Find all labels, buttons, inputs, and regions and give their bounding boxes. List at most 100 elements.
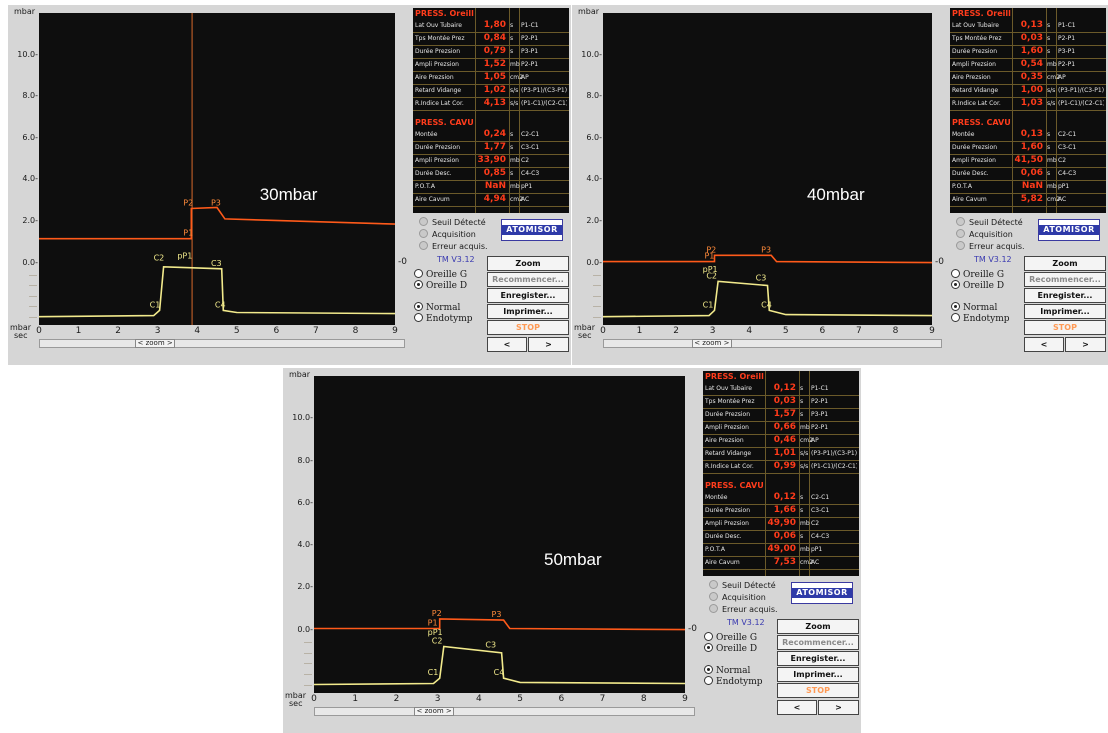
radio-ear-left[interactable]: Oreille G [414,269,467,280]
result-unit: s [510,48,514,55]
result-formula: P3-P1 [811,411,829,418]
stop-button[interactable]: STOP [1024,320,1106,335]
result-value: 0,06 [773,531,796,541]
status-label: Erreur acquis. [722,605,778,614]
result-formula: pP1 [811,546,823,553]
print-button[interactable]: Imprimer... [1024,304,1106,319]
result-value: 1,77 [483,142,506,152]
status-indicator: Acquisition [956,229,1013,239]
radio-ear-right[interactable]: Oreille D [414,280,467,291]
zoom-scroll-button[interactable]: < zoom > [135,339,176,348]
ear-result-row: Durée Prezsion 1,60 s P3-P1 [950,46,1106,59]
radio-ear-left[interactable]: Oreille G [951,269,1004,280]
cavum-pressure-line [603,280,932,318]
result-unit: s [1047,48,1051,55]
prev-button[interactable]: < [487,337,527,352]
radio-mode-endotymp[interactable]: Endotymp [704,676,763,687]
marker-p2: P2 [706,245,716,254]
result-formula: pP1 [521,183,533,190]
horizontal-scrollbar[interactable] [603,339,942,348]
radio-mode-endotymp[interactable]: Endotymp [951,313,1010,324]
stop-button[interactable]: STOP [777,683,859,698]
x-tick-label: 3 [709,326,716,336]
result-formula: P3-P1 [521,48,539,55]
result-formula: P2-P1 [521,61,539,68]
radio-selected-icon [704,665,713,674]
result-name: Durée Prezsion [952,144,998,151]
stop-button[interactable]: STOP [487,320,569,335]
result-unit: s [510,35,514,42]
zoom-scroll-button[interactable]: < zoom > [691,339,732,348]
radio-ear-left[interactable]: Oreille G [704,632,757,643]
result-name: Ampli Prezsion [415,157,459,164]
logo-text: ATOMISOR [792,588,852,598]
print-button[interactable]: Imprimer... [487,304,569,319]
result-unit: mb [510,157,520,164]
status-led-icon [956,241,965,250]
result-value: 4,94 [483,194,506,204]
marker-c2: C2 [706,271,717,280]
radio-selected-icon [414,302,423,311]
zoom-button[interactable]: Zoom [777,619,859,634]
y-tick-label: 8.0- [297,455,313,465]
restart-button[interactable]: Recommencer... [777,635,859,650]
restart-button[interactable]: Recommencer... [487,272,569,287]
print-button[interactable]: Imprimer... [777,667,859,682]
ear-pressure-line [314,618,685,631]
y-tick-label: 4.0- [22,174,38,184]
result-name: Retard Vidange [415,87,462,94]
radio-mode-normal[interactable]: Normal [704,665,750,676]
results-panel: PRESS. Oreill Lat Ouv Tubaire 0,12 s P1-C1 Tp… [703,371,859,576]
y-tick-mark-faint [29,295,37,297]
app-window-1: mbar 10.0- 8.0- 6.0- 4.0- 2.0- 0.0- P1 P2 P3 C1 C2 p… [8,5,571,365]
restart-button[interactable]: Recommencer... [1024,272,1106,287]
y-tick-label: 6.0- [586,132,602,142]
y-tick-label: 8.0- [586,91,602,101]
result-value: NaN [484,181,506,191]
y-tick-label: 10.0- [292,413,313,423]
result-name: Ampli Prezsion [705,424,749,431]
next-button[interactable]: > [1065,337,1106,352]
cavum-result-row: Durée Prezsion 1,77 s C3-C1 [413,142,569,155]
marker-c3: C3 [211,259,222,268]
next-button[interactable]: > [528,337,569,352]
x-tick-label: 7 [599,694,606,704]
result-formula: (P3-P1)/(C3-P1) [521,87,567,94]
next-button[interactable]: > [818,700,859,715]
ear-result-row: R.Indice Lat Cor. 1,03 s/s (P1-C1)/(C2-C1) [950,98,1106,111]
horizontal-scrollbar[interactable] [39,339,405,348]
radio-mode-normal[interactable]: Normal [951,302,997,313]
save-button[interactable]: Enregister... [487,288,569,303]
zoom-button[interactable]: Zoom [1024,256,1106,271]
save-button[interactable]: Enregister... [777,651,859,666]
prev-button[interactable]: < [777,700,817,715]
result-unit: s [800,507,804,514]
radio-ear-right[interactable]: Oreille D [704,643,757,654]
result-unit: s/s [510,87,519,94]
result-unit: s/s [1047,87,1056,94]
cavum-result-row: Durée Prezsion 1,60 s C3-C1 [950,142,1106,155]
zoom-button[interactable]: Zoom [487,256,569,271]
radio-mode-endotymp[interactable]: Endotymp [414,313,473,324]
ear-section-header: PRESS. Oreill [413,8,569,20]
ear-result-row: R.Indice Lat Cor. 4,13 s/s (P1-C1)/(C2-C1) [413,98,569,111]
zoom-scroll-button[interactable]: < zoom > [414,707,455,716]
result-formula: AC [521,196,530,203]
radio-circle-icon [414,269,423,278]
cavum-pressure-line [39,265,395,318]
radio-mode-normal[interactable]: Normal [414,302,460,313]
result-unit: s [1047,35,1051,42]
status-indicator: Seuil Détecté [419,217,486,227]
x-tick-label: 8 [640,694,647,704]
result-value: 0,13 [1020,129,1043,139]
horizontal-scrollbar[interactable] [314,707,695,716]
save-button[interactable]: Enregister... [1024,288,1106,303]
result-unit: cm2 [510,196,523,203]
result-formula: C2 [1058,157,1067,164]
prev-button[interactable]: < [1024,337,1064,352]
radio-ear-right[interactable]: Oreille D [951,280,1004,291]
cavum-result-row: Durée Desc. 0,85 s C4-C3 [413,168,569,181]
